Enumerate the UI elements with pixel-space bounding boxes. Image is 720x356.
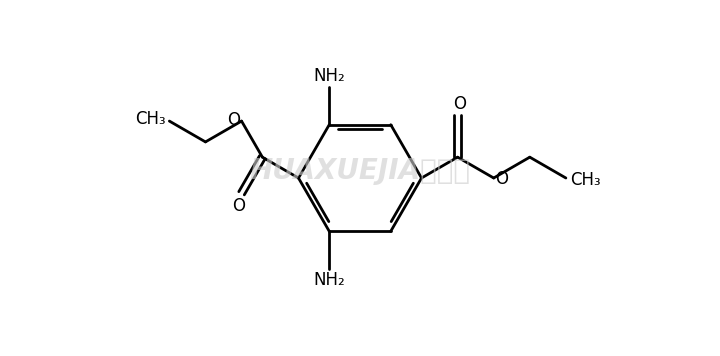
- Text: NH₂: NH₂: [313, 67, 345, 85]
- Text: HUAXUEJIA化学加: HUAXUEJIA化学加: [250, 157, 470, 185]
- Text: CH₃: CH₃: [135, 110, 166, 128]
- Text: O: O: [495, 170, 508, 188]
- Text: O: O: [228, 111, 240, 129]
- Text: CH₃: CH₃: [570, 171, 600, 189]
- Text: O: O: [453, 94, 466, 112]
- Text: NH₂: NH₂: [313, 271, 345, 289]
- Text: O: O: [232, 197, 245, 215]
